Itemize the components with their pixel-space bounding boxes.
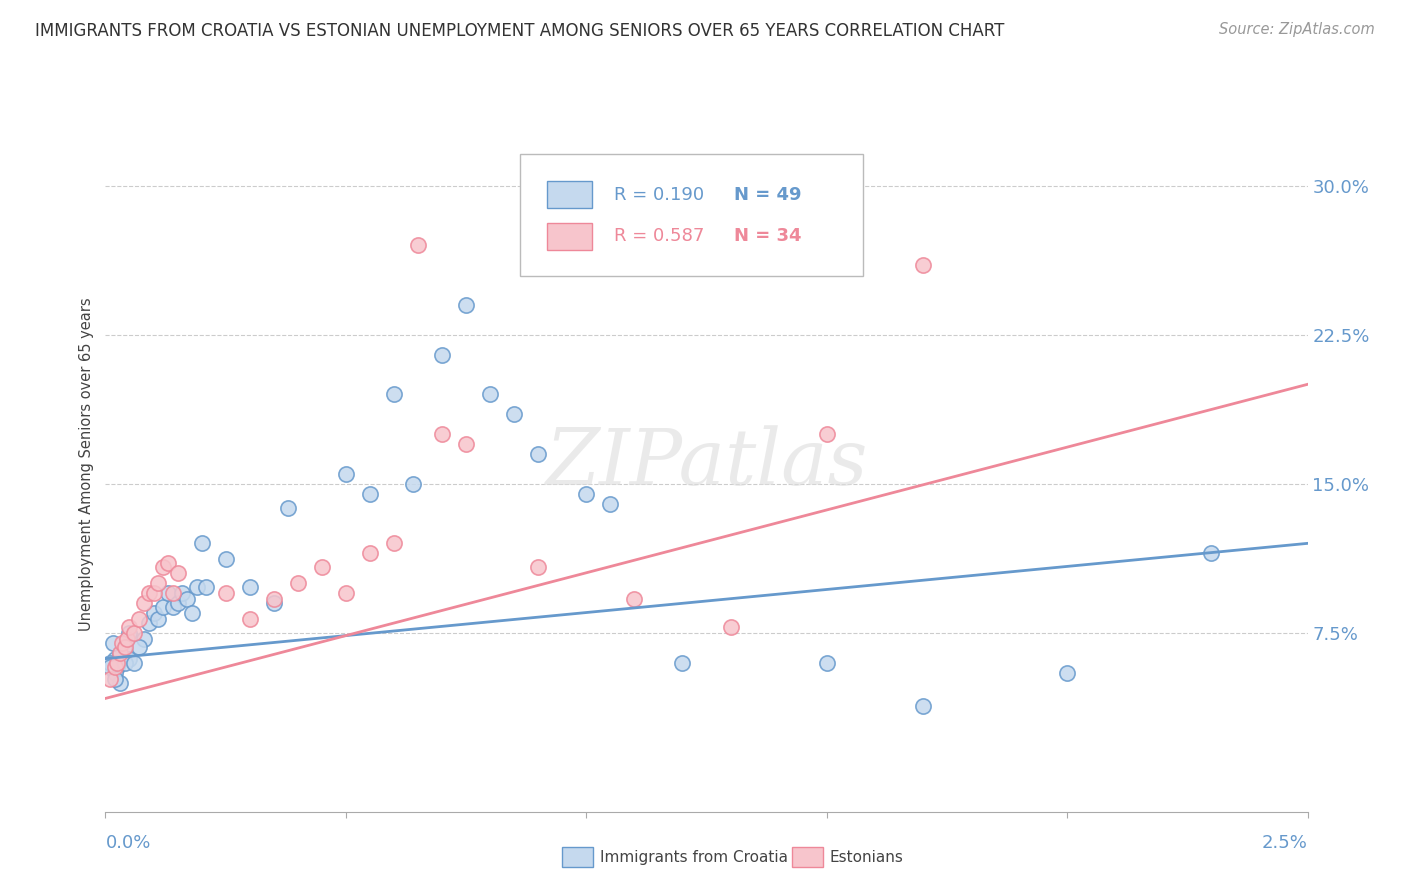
- Point: [277, 500, 299, 515]
- Point: [142, 606, 165, 620]
- Point: [111, 636, 134, 650]
- Point: [104, 665, 127, 680]
- Point: [181, 606, 204, 620]
- Point: [118, 651, 141, 665]
- Bar: [547, 181, 592, 208]
- Point: [148, 576, 170, 591]
- Point: [98, 659, 121, 673]
- Point: [430, 347, 453, 361]
- Point: [107, 659, 129, 673]
- Point: [156, 556, 179, 570]
- Point: [815, 427, 838, 442]
- Point: [166, 596, 188, 610]
- Point: [479, 387, 502, 401]
- Point: [172, 586, 194, 600]
- Point: [454, 298, 477, 312]
- Text: R = 0.587: R = 0.587: [614, 227, 704, 245]
- Point: [406, 238, 429, 252]
- Point: [114, 640, 136, 654]
- Point: [98, 656, 121, 670]
- Text: N = 49: N = 49: [734, 186, 801, 203]
- Point: [239, 580, 262, 594]
- Point: [152, 599, 174, 614]
- Text: 2.5%: 2.5%: [1261, 834, 1308, 852]
- Point: [124, 656, 146, 670]
- Point: [162, 599, 184, 614]
- Point: [720, 620, 742, 634]
- Point: [104, 672, 127, 686]
- Point: [132, 632, 155, 646]
- Point: [527, 560, 550, 574]
- Point: [108, 646, 131, 660]
- Point: [101, 636, 124, 650]
- Point: [359, 546, 381, 560]
- Point: [359, 486, 381, 500]
- Point: [152, 560, 174, 574]
- Point: [239, 612, 262, 626]
- Point: [128, 612, 150, 626]
- Point: [214, 586, 236, 600]
- FancyBboxPatch shape: [520, 154, 863, 276]
- Point: [114, 640, 136, 654]
- Point: [132, 596, 155, 610]
- Point: [911, 258, 934, 272]
- Point: [104, 651, 127, 665]
- Point: [671, 656, 693, 670]
- Text: IMMIGRANTS FROM CROATIA VS ESTONIAN UNEMPLOYMENT AMONG SENIORS OVER 65 YEARS COR: IMMIGRANTS FROM CROATIA VS ESTONIAN UNEM…: [35, 22, 1004, 40]
- Bar: [547, 223, 592, 250]
- Point: [430, 427, 453, 442]
- Text: ZIPatlas: ZIPatlas: [546, 425, 868, 502]
- Text: Source: ZipAtlas.com: Source: ZipAtlas.com: [1219, 22, 1375, 37]
- Text: N = 34: N = 34: [734, 227, 801, 245]
- Point: [138, 586, 160, 600]
- Point: [115, 632, 138, 646]
- Point: [263, 592, 285, 607]
- Point: [287, 576, 309, 591]
- Point: [575, 486, 598, 500]
- Point: [162, 586, 184, 600]
- Point: [138, 615, 160, 630]
- Y-axis label: Unemployment Among Seniors over 65 years: Unemployment Among Seniors over 65 years: [79, 297, 94, 631]
- Text: 0.0%: 0.0%: [105, 834, 150, 852]
- Point: [108, 646, 131, 660]
- Point: [186, 580, 208, 594]
- Point: [335, 467, 357, 481]
- Point: [1201, 546, 1223, 560]
- Point: [503, 407, 526, 421]
- Point: [335, 586, 357, 600]
- Point: [311, 560, 333, 574]
- Point: [148, 612, 170, 626]
- Point: [166, 566, 188, 581]
- Point: [195, 580, 218, 594]
- Point: [214, 552, 236, 566]
- Point: [118, 620, 141, 634]
- Point: [815, 656, 838, 670]
- Point: [623, 592, 645, 607]
- Point: [599, 497, 621, 511]
- Point: [104, 659, 127, 673]
- Point: [527, 447, 550, 461]
- Point: [128, 640, 150, 654]
- Point: [156, 586, 179, 600]
- Point: [402, 476, 425, 491]
- Point: [263, 596, 285, 610]
- Point: [108, 675, 131, 690]
- Point: [176, 592, 198, 607]
- Point: [911, 699, 934, 714]
- Point: [382, 536, 405, 550]
- Text: Estonians: Estonians: [830, 850, 904, 864]
- Point: [124, 625, 146, 640]
- Point: [190, 536, 212, 550]
- Point: [107, 656, 129, 670]
- Point: [1056, 665, 1078, 680]
- Point: [142, 586, 165, 600]
- Point: [118, 625, 141, 640]
- Point: [382, 387, 405, 401]
- Text: Immigrants from Croatia: Immigrants from Croatia: [600, 850, 789, 864]
- Text: R = 0.190: R = 0.190: [614, 186, 704, 203]
- Point: [114, 656, 136, 670]
- Point: [454, 437, 477, 451]
- Point: [98, 672, 121, 686]
